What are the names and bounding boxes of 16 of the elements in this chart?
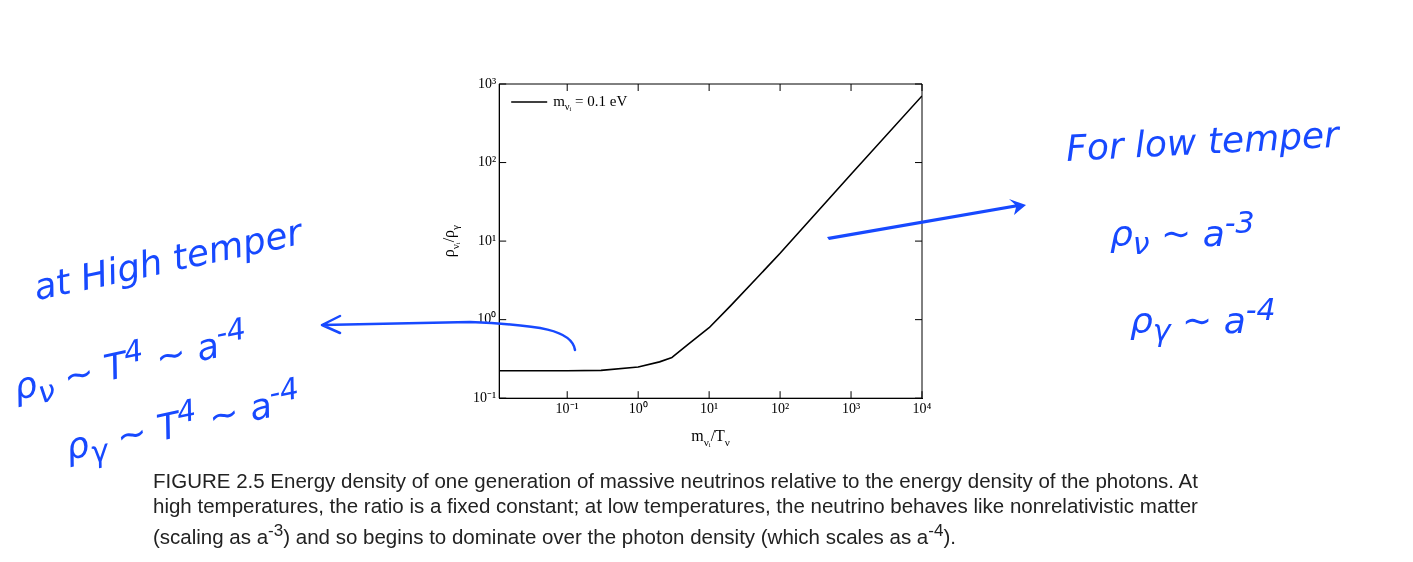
x-tick-label: 10⁰	[628, 401, 648, 417]
text: For low temper	[1065, 113, 1340, 169]
y-tick-label: 10¹	[477, 232, 497, 248]
x-tick-label: 10²	[770, 401, 790, 417]
y-tick-label: 10⁻¹	[472, 389, 497, 405]
y-tick-label: 10²	[477, 154, 497, 170]
x-tick-label: 10⁴	[912, 401, 932, 417]
x-tick-label: 10¹	[700, 401, 719, 417]
y-tick-label: 10³	[477, 75, 497, 91]
text: ρ$_{ν}$ ∼ a$^{-3}$	[1110, 205, 1255, 262]
y-axis-title: ρνᵢ/ργ	[440, 224, 461, 258]
text: ρ$_{γ}$ ∼ a$^{-4}$	[1130, 292, 1276, 349]
caption: FIGURE 2.5 Energy density of one generation of massive neutrinos relative to the energy density of the photons. At high temperatures, the ratio is a fixed constant; at low temperatures, the neutrino behaves like nonrelativistic matter (scaling as a$^{-3}$) and so begins to dominate over the photon density (which scales as a$^{-4}$).	[153, 468, 1199, 549]
text: at High temper	[30, 211, 306, 309]
x-tick-label: 10³	[841, 401, 861, 417]
x-tick-label: 10⁻¹	[555, 401, 579, 417]
